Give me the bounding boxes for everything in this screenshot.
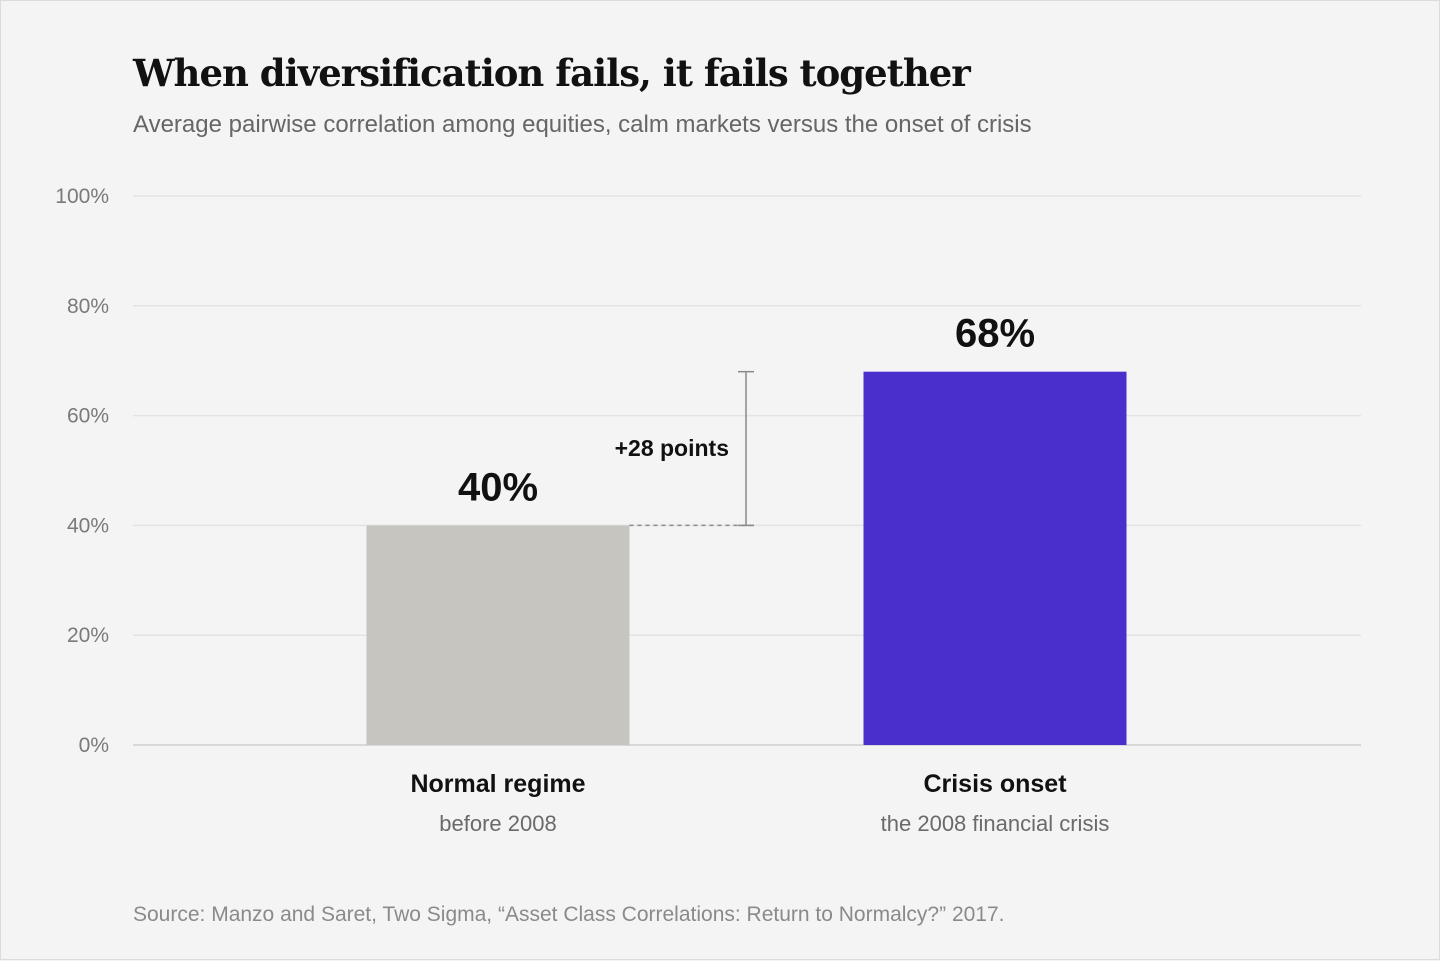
source-note: Source: Manzo and Saret, Two Sigma, “Ass… [133,903,1005,926]
difference-annotation: +28 points [615,370,754,527]
chart-title: When diversification fails, it fails tog… [133,51,971,95]
y-tick-label: 100% [55,185,109,208]
bar [863,371,1127,745]
value-label: 68% [955,312,1035,356]
grid-layer [133,195,1361,746]
chart-subtitle: Average pairwise correlation among equit… [133,111,1032,138]
y-tick-label: 20% [67,624,109,647]
y-tick-label: 0% [79,734,109,757]
category-sublabel: before 2008 [439,811,556,836]
value-label: 40% [458,465,538,509]
bar-labels: 40% Normal regime before 2008 68% Crisis ons… [410,312,1109,836]
category-label: Crisis onset [923,770,1067,798]
category-sublabel: the 2008 financial crisis [881,811,1110,836]
y-tick-label: 40% [67,514,109,537]
bar [366,525,630,745]
category-label: Normal regime [410,770,585,798]
bars [366,371,1127,745]
difference-label: +28 points [615,435,729,461]
y-tick-label: 80% [67,295,109,318]
y-axis-ticks: 0% 20% 40% 60% 80% 100% [55,185,109,757]
y-tick-label: 60% [67,405,109,428]
